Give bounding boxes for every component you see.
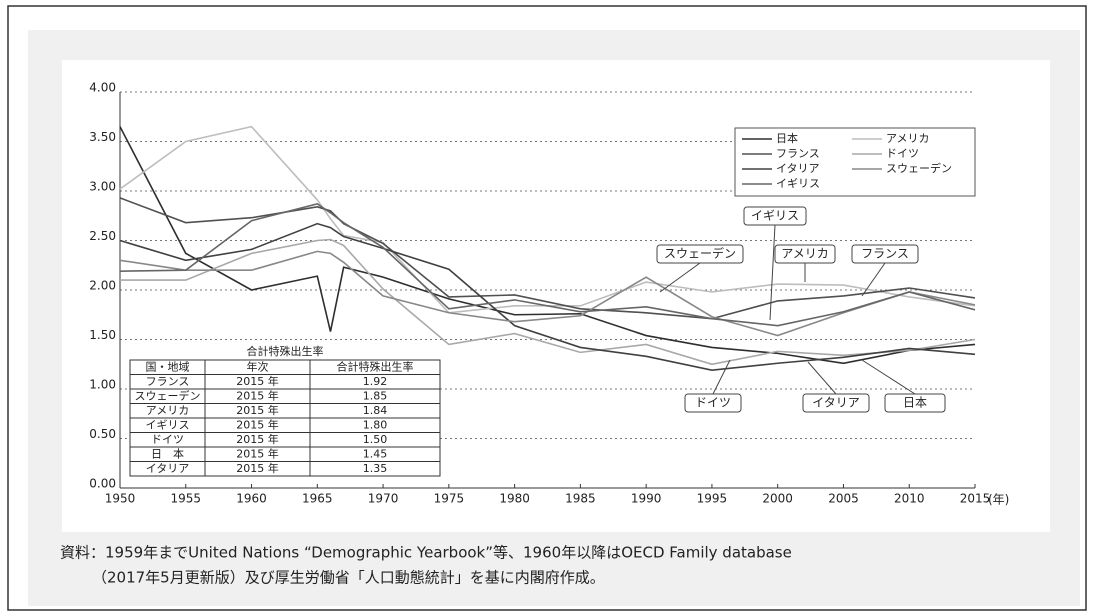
callout-label: ドイツ xyxy=(695,396,731,410)
legend-label: フランス xyxy=(776,147,820,160)
legend-label: 日本 xyxy=(776,131,798,145)
callout-leader xyxy=(712,359,731,395)
series-line xyxy=(119,125,976,314)
table-cell: 2015 年 xyxy=(236,403,279,417)
x-tick-label: 2015 xyxy=(960,492,991,506)
callout-label: スウェーデン xyxy=(664,246,736,261)
x-tick-label: 1960 xyxy=(236,492,267,506)
callout-leader xyxy=(861,359,916,395)
x-tick-label: 1955 xyxy=(170,492,201,506)
x-tick-label: 1950 xyxy=(105,492,136,506)
table-cell: イタリア xyxy=(146,462,190,475)
table-cell: 年次 xyxy=(247,359,269,373)
table-title: 合計特殊出生率 xyxy=(247,344,324,358)
callout-label: イタリア xyxy=(812,396,860,410)
legend-label: スウェーデン xyxy=(886,161,952,175)
table-cell: 合計特殊出生率 xyxy=(337,359,414,373)
y-tick-label: 1.00 xyxy=(89,378,116,392)
legend-label: イギリス xyxy=(776,177,820,190)
x-tick-label: 1980 xyxy=(499,492,530,506)
table-cell: 2015 年 xyxy=(236,446,279,460)
x-tick-label: 2000 xyxy=(762,492,793,506)
y-tick-label: 4.00 xyxy=(89,81,116,95)
callout-label: アメリカ xyxy=(781,247,828,261)
table-cell: ドイツ xyxy=(151,433,184,446)
series-line xyxy=(119,126,976,365)
legend-label: アメリカ xyxy=(886,132,929,145)
callout-leader xyxy=(659,262,701,293)
y-tick-label: 0.00 xyxy=(89,477,116,491)
callout-box xyxy=(656,244,744,264)
table-cell: 1.84 xyxy=(363,404,388,417)
table-cell: 2015 年 xyxy=(236,432,279,446)
source-note: 資料：1959年までUnited Nations “Demographic Ye… xyxy=(60,544,792,562)
x-tick-label: 1990 xyxy=(631,492,662,506)
callout-leader xyxy=(861,262,886,297)
table-cell: フランス xyxy=(146,375,190,388)
table-cell: 2015 年 xyxy=(236,388,279,402)
table-cell: イギリス xyxy=(146,418,190,431)
callout-label: 日本 xyxy=(903,396,927,410)
callout-box xyxy=(743,206,807,226)
callout-leader xyxy=(769,224,776,321)
callout-box xyxy=(851,244,919,264)
x-tick-label: 1985 xyxy=(565,492,596,506)
table-cell: 2015 年 xyxy=(236,417,279,431)
x-tick-label: 1965 xyxy=(302,492,333,506)
x-tick-label: 1970 xyxy=(368,492,399,506)
series-line xyxy=(119,203,976,327)
callout-label: イギリス xyxy=(751,209,799,223)
callout-leader xyxy=(807,361,837,395)
y-tick-label: 3.00 xyxy=(89,180,116,194)
y-tick-label: 0.50 xyxy=(89,427,116,441)
callout-box xyxy=(774,244,836,264)
series-line xyxy=(119,222,976,371)
legend-label: イタリア xyxy=(776,162,820,175)
source-note: （2017年5月更新版）及び厚生労働省「人口動態統計」を基に内閣府作成。 xyxy=(92,569,605,587)
table-cell: 国・地域 xyxy=(146,360,190,373)
legend-label: ドイツ xyxy=(886,147,919,160)
table-cell: アメリカ xyxy=(146,404,189,417)
table-cell: 1.92 xyxy=(363,375,388,388)
table-cell: 1.80 xyxy=(363,418,388,431)
table-cell: スウェーデン xyxy=(135,388,201,402)
y-tick-label: 1.50 xyxy=(89,328,116,342)
table-cell: 1.50 xyxy=(363,433,388,446)
table-cell: 1.35 xyxy=(363,462,388,475)
x-tick-label: 2010 xyxy=(894,492,925,506)
y-tick-label: 3.50 xyxy=(89,130,116,144)
x-tick-label: 1975 xyxy=(434,492,465,506)
callout-box xyxy=(684,393,742,413)
x-tick-label: 1995 xyxy=(697,492,728,506)
y-tick-label: 2.00 xyxy=(89,279,116,293)
series-line xyxy=(119,250,976,337)
callout-box xyxy=(884,393,946,413)
table-cell: 1.85 xyxy=(363,389,388,402)
series-line xyxy=(120,238,976,366)
table-cell: 日 本 xyxy=(151,446,184,460)
table-cell: 2015 年 xyxy=(236,374,279,388)
callout-label: フランス xyxy=(861,247,909,261)
x-axis-unit: (年) xyxy=(988,493,1009,507)
table-cell: 2015 年 xyxy=(236,461,279,475)
table-cell: 1.45 xyxy=(363,447,388,460)
callout-box xyxy=(802,393,870,413)
y-tick-label: 2.50 xyxy=(89,229,116,243)
x-tick-label: 2005 xyxy=(828,492,859,506)
